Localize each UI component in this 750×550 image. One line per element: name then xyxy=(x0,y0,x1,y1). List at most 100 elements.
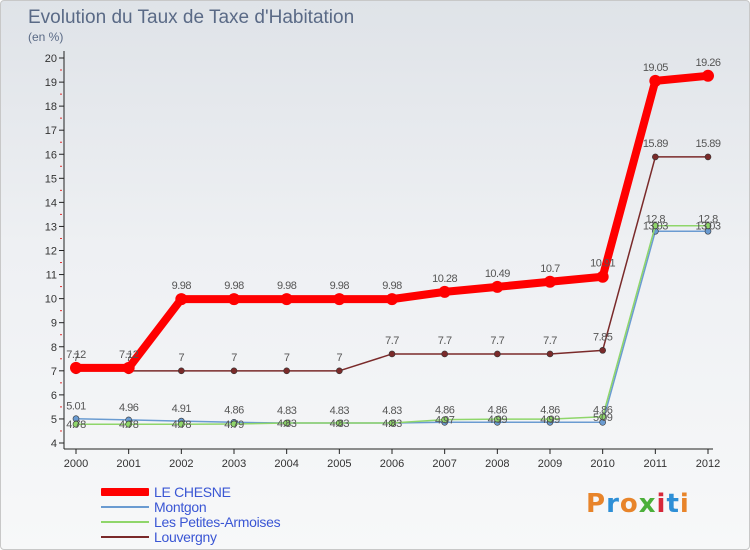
data-point xyxy=(652,222,659,230)
data-point xyxy=(175,293,188,306)
y-tick-label: 7 xyxy=(51,366,57,378)
y-tick-label: 11 xyxy=(46,270,57,282)
y-tick-label: 18 xyxy=(45,101,57,113)
data-point xyxy=(702,69,714,82)
y-tick-label: 19 xyxy=(45,77,57,89)
x-tick-label: 2005 xyxy=(327,458,351,470)
y-tick-label: 5 xyxy=(51,414,57,426)
data-label: 13.03 xyxy=(695,221,720,233)
data-label: 7.7 xyxy=(438,335,452,347)
y-tick-label: 8 xyxy=(51,342,57,354)
data-point xyxy=(283,367,290,375)
logo-letter: r xyxy=(606,489,620,519)
data-label: 4.99 xyxy=(488,414,508,426)
x-tick-label: 2008 xyxy=(485,458,509,470)
data-label: 19.26 xyxy=(695,57,720,69)
legend-label-le-chesne: LE CHESNE xyxy=(154,484,231,500)
data-point xyxy=(388,350,396,358)
data-point xyxy=(178,367,185,375)
logo-letter: i xyxy=(679,489,690,519)
data-label: 9.98 xyxy=(224,280,244,292)
y-tick-label: 17 xyxy=(45,125,57,137)
data-label: 5.01 xyxy=(66,401,86,413)
legend-label-les-petites-armoises: Les Petites-Armoises xyxy=(154,514,281,530)
data-point xyxy=(388,419,396,427)
data-label: 7 xyxy=(284,352,290,364)
data-point xyxy=(72,420,80,428)
x-tick-label: 2006 xyxy=(380,458,404,470)
legend-label-montgon: Montgon xyxy=(154,499,207,515)
data-point xyxy=(70,361,82,374)
data-label: 4.86 xyxy=(224,404,244,416)
proxiti-logo: Proxiti xyxy=(586,489,690,519)
data-label: 4.86 xyxy=(488,404,508,416)
y-tick-label: 9 xyxy=(51,318,57,330)
data-label: 4.96 xyxy=(119,402,139,414)
data-point xyxy=(546,415,554,423)
data-label: 7.12 xyxy=(66,349,86,361)
data-label: 9.98 xyxy=(330,280,350,292)
data-point xyxy=(494,350,501,358)
y-tick-label: 13 xyxy=(45,221,57,233)
data-point xyxy=(283,419,290,427)
x-tick-label: 2010 xyxy=(590,458,614,470)
y-tick-label: 4 xyxy=(51,438,57,450)
data-label: 4.78 xyxy=(119,419,139,431)
data-point xyxy=(494,415,501,423)
data-label: 4.83 xyxy=(382,418,402,430)
data-label: 10.28 xyxy=(432,273,457,285)
data-point xyxy=(228,293,240,306)
data-point xyxy=(125,420,132,428)
data-label: 4.99 xyxy=(540,414,560,426)
data-point xyxy=(546,350,554,358)
legend-swatch-les-petites-armoises xyxy=(101,521,149,523)
data-label: 7.7 xyxy=(385,335,399,347)
data-label: 4.91 xyxy=(172,403,192,415)
logo-letter: t xyxy=(666,489,680,519)
data-label: 7 xyxy=(73,352,79,364)
data-label: 10.49 xyxy=(485,268,510,280)
data-point xyxy=(599,413,606,421)
legend-label-louvergny: Louvergny xyxy=(154,529,217,545)
data-point xyxy=(178,420,185,428)
y-tick-label: 16 xyxy=(45,149,57,161)
data-point xyxy=(652,153,659,161)
data-point xyxy=(544,275,556,288)
data-label: 4.79 xyxy=(224,419,244,431)
data-label: 4.83 xyxy=(277,405,297,417)
y-tick-label: 12 xyxy=(45,246,57,258)
series-line xyxy=(76,71,709,372)
data-label: 7.7 xyxy=(543,335,557,347)
logo-letter: i xyxy=(656,489,667,519)
data-label: 4.83 xyxy=(330,418,350,430)
data-label: 7.7 xyxy=(490,335,504,347)
data-point xyxy=(704,222,712,230)
y-tick-label: 20 xyxy=(45,53,57,65)
data-label: 4.78 xyxy=(66,419,86,431)
data-label: 10.7 xyxy=(540,263,560,275)
y-tick-label: 15 xyxy=(45,173,57,185)
data-label: 12.8 xyxy=(646,213,666,225)
data-label: 15.89 xyxy=(643,138,668,150)
data-label: 4.78 xyxy=(172,419,192,431)
data-label: 4.83 xyxy=(277,418,297,430)
logo-letter: o xyxy=(619,489,639,519)
data-label: 7.12 xyxy=(119,349,139,361)
data-point xyxy=(280,293,293,306)
data-point xyxy=(336,419,343,427)
x-tick-label: 2011 xyxy=(644,458,668,470)
x-tick-label: 2009 xyxy=(538,458,562,470)
data-point xyxy=(599,347,606,354)
data-label: 7 xyxy=(126,352,132,364)
data-label: 5.09 xyxy=(593,412,613,424)
data-label: 4.86 xyxy=(593,404,613,416)
data-label: 4.83 xyxy=(330,405,350,417)
data-label: 9.98 xyxy=(382,280,402,292)
legend-swatch-louvergny xyxy=(101,536,149,538)
data-point xyxy=(438,285,451,298)
data-label: 15.89 xyxy=(695,138,720,150)
data-label: 13.03 xyxy=(643,221,668,233)
data-label: 4.86 xyxy=(435,404,455,416)
data-label: 7 xyxy=(179,352,185,364)
